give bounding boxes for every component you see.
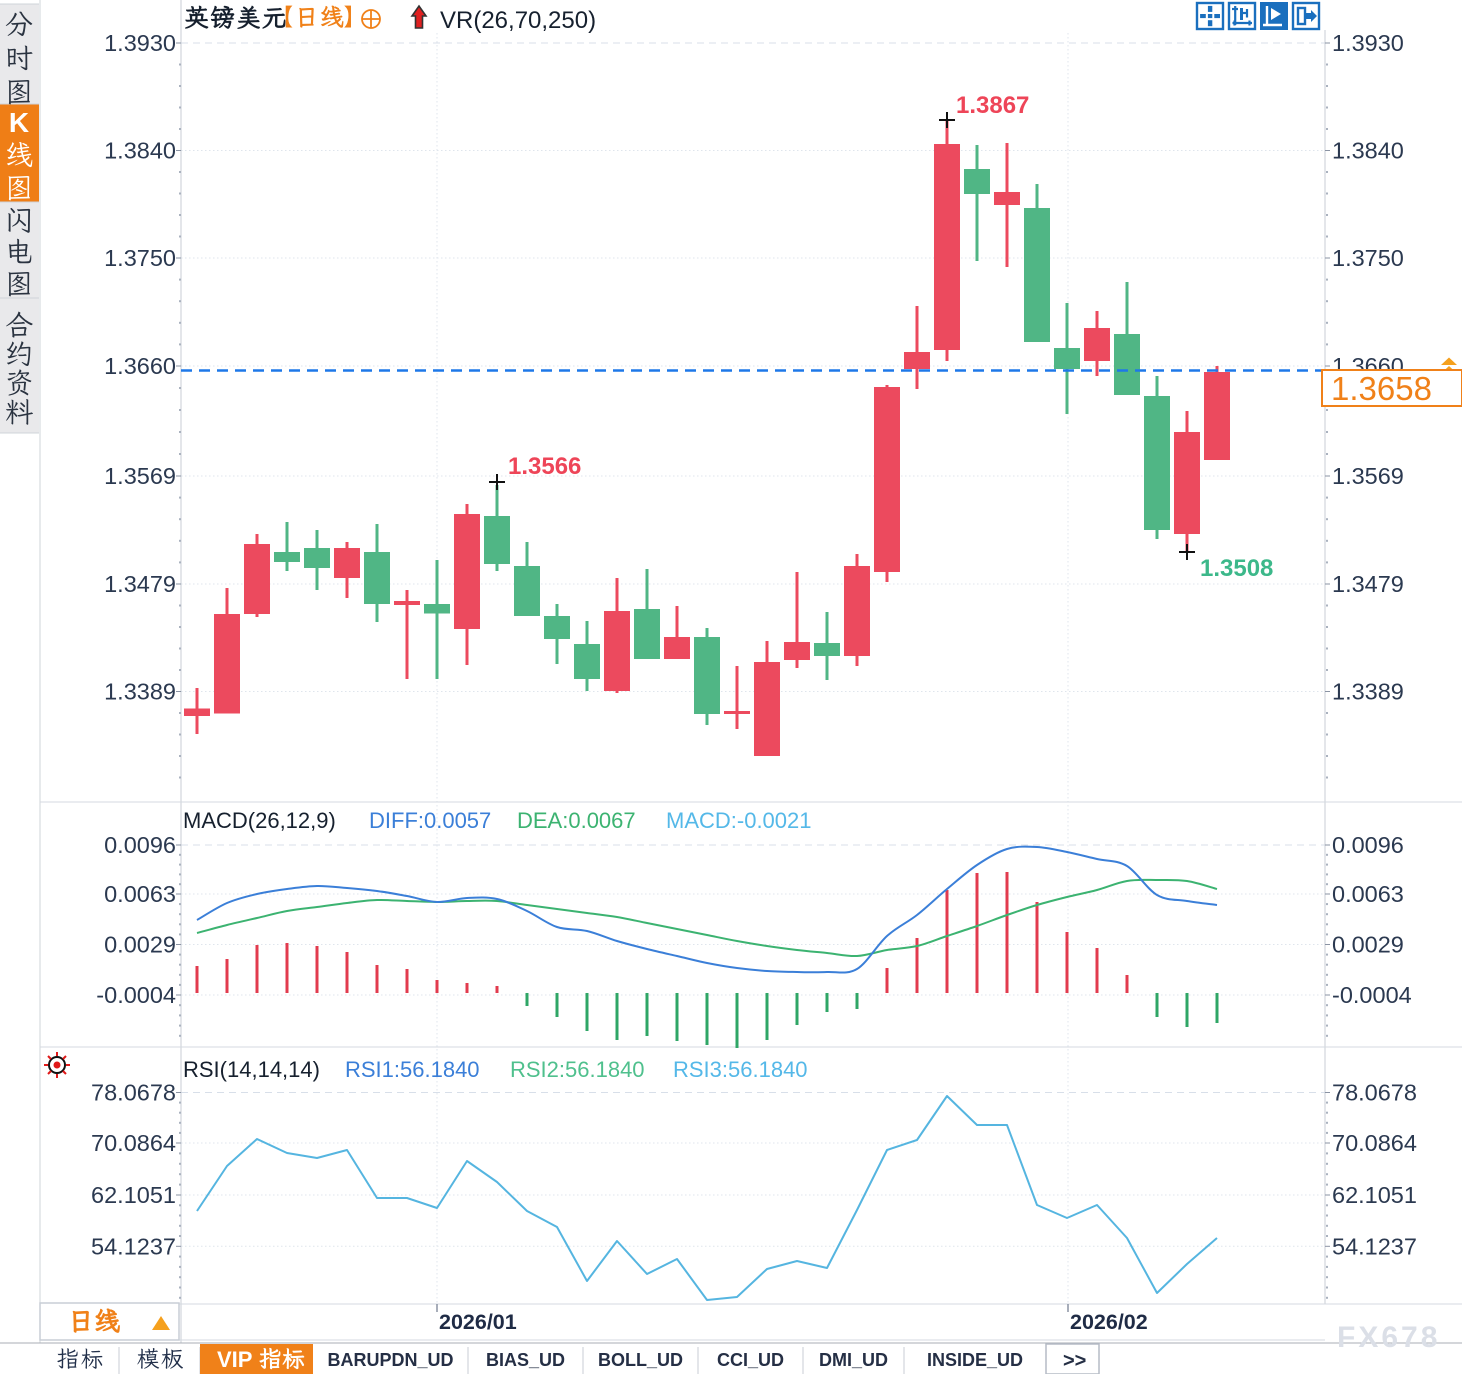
svg-text:62.1051: 62.1051 (91, 1182, 176, 1208)
svg-text:BIAS_UD: BIAS_UD (486, 1350, 565, 1370)
svg-text:0.0029: 0.0029 (1332, 932, 1404, 958)
svg-text:BOLL_UD: BOLL_UD (598, 1350, 683, 1370)
svg-text:FX678: FX678 (1337, 1321, 1440, 1354)
svg-text:INSIDE_UD: INSIDE_UD (927, 1350, 1023, 1370)
svg-text:VIP: VIP (217, 1347, 252, 1372)
svg-text:54.1237: 54.1237 (1332, 1233, 1417, 1259)
svg-text:2026/01: 2026/01 (439, 1310, 517, 1334)
svg-text:0.0096: 0.0096 (1332, 832, 1404, 858)
svg-text:1.3508: 1.3508 (1200, 555, 1273, 582)
svg-text:1.3389: 1.3389 (104, 679, 176, 705)
svg-text:MACD:-0.0021: MACD:-0.0021 (666, 808, 812, 833)
svg-text:1.3750: 1.3750 (104, 245, 176, 271)
svg-text:70.0864: 70.0864 (91, 1130, 176, 1156)
svg-text:2026/02: 2026/02 (1070, 1310, 1148, 1334)
svg-text:DMI_UD: DMI_UD (819, 1350, 888, 1370)
svg-text:DIFF:0.0057: DIFF:0.0057 (369, 808, 491, 833)
svg-text:1.3569: 1.3569 (1332, 463, 1404, 489)
svg-text:1.3930: 1.3930 (104, 30, 176, 56)
svg-text:54.1237: 54.1237 (91, 1233, 176, 1259)
svg-text:1.3867: 1.3867 (956, 92, 1029, 119)
svg-text:-0.0004: -0.0004 (96, 982, 176, 1008)
svg-text:1.3840: 1.3840 (1332, 138, 1404, 164)
svg-text:1.3479: 1.3479 (1332, 571, 1404, 597)
svg-text:-0.0004: -0.0004 (1332, 982, 1412, 1008)
svg-text:62.1051: 62.1051 (1332, 1182, 1417, 1208)
svg-text:1.3750: 1.3750 (1332, 245, 1404, 271)
svg-text:0.0029: 0.0029 (104, 932, 176, 958)
svg-text:0.0063: 0.0063 (1332, 881, 1404, 907)
svg-text:K: K (9, 107, 29, 138)
svg-text:1.3479: 1.3479 (104, 571, 176, 597)
svg-text:1.3658: 1.3658 (1331, 370, 1432, 407)
svg-text:MACD(26,12,9): MACD(26,12,9) (183, 808, 336, 833)
svg-text:1.3389: 1.3389 (1332, 679, 1404, 705)
svg-text:1.3660: 1.3660 (104, 353, 176, 379)
svg-text:BARUPDN_UD: BARUPDN_UD (327, 1350, 453, 1370)
svg-text:CCI_UD: CCI_UD (717, 1350, 784, 1370)
svg-text:78.0678: 78.0678 (91, 1080, 176, 1106)
svg-text:0.0063: 0.0063 (104, 881, 176, 907)
svg-text:1.3930: 1.3930 (1332, 30, 1404, 56)
svg-text:1.3840: 1.3840 (104, 138, 176, 164)
svg-text:1.3569: 1.3569 (104, 463, 176, 489)
svg-text:1.3566: 1.3566 (508, 453, 581, 480)
svg-text:DEA:0.0067: DEA:0.0067 (517, 808, 636, 833)
svg-text:RSI2:56.1840: RSI2:56.1840 (510, 1057, 645, 1082)
svg-text:70.0864: 70.0864 (1332, 1130, 1417, 1156)
svg-text:VR(26,70,250): VR(26,70,250) (440, 7, 596, 34)
svg-text:RSI(14,14,14): RSI(14,14,14) (183, 1057, 320, 1082)
svg-text:RSI3:56.1840: RSI3:56.1840 (673, 1057, 808, 1082)
svg-text:>>: >> (1063, 1350, 1086, 1372)
svg-text:78.0678: 78.0678 (1332, 1080, 1417, 1106)
svg-text:0.0096: 0.0096 (104, 832, 176, 858)
svg-text:RSI1:56.1840: RSI1:56.1840 (345, 1057, 480, 1082)
